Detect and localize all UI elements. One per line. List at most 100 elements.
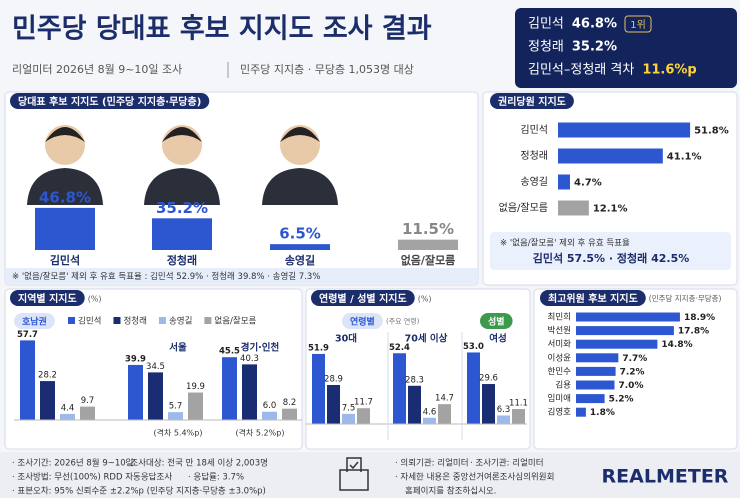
footer-band <box>0 452 740 498</box>
bar <box>576 326 674 336</box>
ballot-box-icon <box>339 469 369 491</box>
category-label: 한민수 <box>548 366 572 377</box>
bar <box>408 385 421 424</box>
value-label: 51.8% <box>694 126 729 137</box>
ballot-check-icon <box>349 461 359 470</box>
bar <box>80 406 95 420</box>
summary-value: 11.6%p <box>642 63 696 78</box>
value-label: 14.8% <box>661 340 692 350</box>
value-label: 28.3 <box>405 375 424 385</box>
legend-swatch <box>158 317 166 324</box>
bar <box>60 413 75 420</box>
annotation: (격차 5.4%p) <box>154 428 203 438</box>
value-label: 8.2 <box>283 398 297 408</box>
value-label: 7.2% <box>620 367 645 377</box>
note: ※ '없음/잘모름' 제외 후 유효 득표율 <box>500 238 630 249</box>
photo-suit <box>262 168 338 205</box>
bar <box>40 381 55 420</box>
value-label: 46.8% <box>39 188 91 206</box>
bar <box>558 200 589 216</box>
bar <box>148 372 163 420</box>
photo-hair <box>280 127 320 142</box>
category-label: 김영호 <box>548 407 572 418</box>
value-label: 41.1% <box>667 152 702 163</box>
value-label: 6.0 <box>263 401 277 411</box>
annotation: (격차 5.2%p) <box>236 428 285 438</box>
panel-title-bg <box>10 290 85 306</box>
footer-item: · 표본오차: 95% 신뢰수준 ±2.2%p (민주당 지지층·무당층 ±3.… <box>12 486 266 497</box>
bar <box>312 353 325 424</box>
value-label: 7.0% <box>619 381 644 391</box>
footer-item: · 자세한 내용은 중앙선거여론조사심의위원회 <box>395 472 554 483</box>
value-label: 52.4 <box>389 343 410 353</box>
logo: REALMETER <box>602 466 729 488</box>
bar <box>482 384 495 424</box>
category-label: 정청래 <box>167 253 197 267</box>
footer-item: 홈페이지를 참조하십시오. <box>405 486 496 497</box>
footer-item: · 조사방법: 무선(100%) RDD 자동응답조사 <box>12 472 172 483</box>
summary-box <box>515 8 737 88</box>
value-label: 4.6 <box>423 407 437 417</box>
bar <box>576 339 658 349</box>
value-label: 11.1 <box>509 399 528 409</box>
bar <box>576 312 680 322</box>
value-label: 57.7 <box>17 330 38 340</box>
panel-title: 최고위원 후보 지지도 <box>548 292 638 305</box>
page-title: 민주당 당대표 후보 지지도 조사 결과 <box>12 14 432 45</box>
note-box <box>490 232 731 270</box>
sample: 민주당 지지층 · 무당층 1,053명 대상 <box>240 63 414 76</box>
value-label: 14.7 <box>435 394 454 404</box>
value-label: 19.9 <box>186 382 205 392</box>
value-label: 11.5% <box>402 220 454 238</box>
footer-item: · 조사대상: 전국 만 18세 이상 2,003명 <box>125 458 268 469</box>
bar <box>327 384 340 424</box>
category-label: 김민석 <box>50 253 80 267</box>
summary-value: 46.8% <box>572 17 617 32</box>
bar <box>242 364 257 420</box>
summary-name: 김민석–정청래 격차 <box>528 63 634 78</box>
panel-title: 지역별 지지도 <box>18 292 77 305</box>
legend-swatch <box>204 317 212 324</box>
photo-hair <box>162 127 202 142</box>
value-label: 6.5% <box>279 225 321 243</box>
category-label: 서미화 <box>548 340 572 350</box>
bar <box>398 239 458 250</box>
legend-label: 정청래 <box>123 316 146 327</box>
bar <box>152 218 212 250</box>
bar <box>128 364 143 420</box>
bar <box>188 392 203 420</box>
value-label: 53.0 <box>463 342 484 352</box>
bar <box>438 404 451 424</box>
category-label: 호남권 <box>22 316 47 328</box>
value-label: 28.9 <box>324 374 343 384</box>
tab-label-bg <box>342 313 383 329</box>
unit: (%) <box>88 295 102 304</box>
panel-title-bg <box>540 290 646 306</box>
value-label: 4.4 <box>61 403 75 413</box>
panel-title: 연령별 / 성별 지지도 <box>319 292 407 305</box>
note-result: 김민석 57.5% · 정청래 42.5% <box>533 251 690 265</box>
panel-title: 당대표 후보 지지도 (민주당 지지층·무당층) <box>18 95 201 108</box>
category-label: 송영길 <box>285 254 315 267</box>
value-label: 51.9 <box>308 343 329 353</box>
footer-item: · 조사기간: 2026년 8월 9~10일 <box>12 458 134 469</box>
bar <box>342 413 355 424</box>
legend-swatch <box>68 317 75 324</box>
summary-value: 35.2% <box>572 40 617 55</box>
legend-label: 송영길 <box>169 316 192 327</box>
tab-label: 연령별 <box>350 316 375 328</box>
photo-hair <box>45 127 85 142</box>
value-label: 35.2% <box>156 199 208 217</box>
bar <box>262 411 277 420</box>
badge: 1위 <box>630 18 646 31</box>
value-label: 7.5 <box>342 403 356 413</box>
bar <box>282 408 297 420</box>
category-label: 서울 <box>169 342 187 354</box>
category-label: 없음/잘모름 <box>401 254 456 267</box>
photo-suit <box>27 168 103 205</box>
category-label: 임미애 <box>548 393 571 404</box>
bar <box>576 366 616 376</box>
bar <box>558 122 691 138</box>
photo-suit <box>144 168 220 205</box>
